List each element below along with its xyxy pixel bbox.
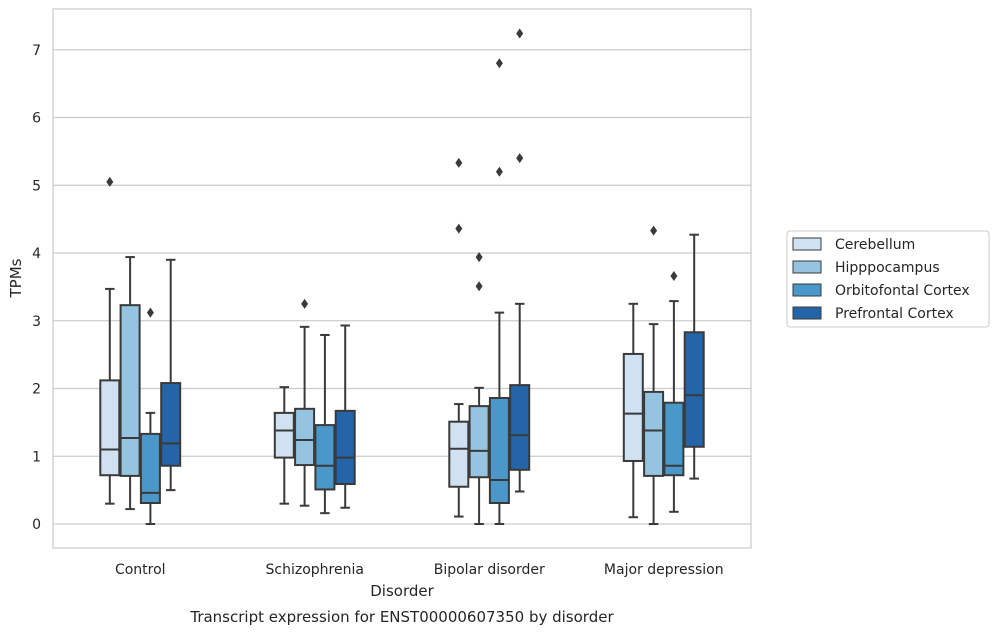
outlier-point	[455, 223, 463, 234]
box-orbitofontal-cortex	[663, 271, 685, 513]
outlier-point	[455, 157, 463, 168]
box-prefrontal-cortex	[509, 28, 531, 493]
x-tick-labels: Control Schizophrenia Bipolar disorder Majo…	[115, 562, 724, 578]
outlier-point	[475, 281, 483, 292]
box-cerebellum	[273, 386, 295, 505]
box-hipppocampus	[468, 252, 490, 525]
outlier-point	[650, 225, 658, 236]
box-prefrontal-cortex	[334, 324, 356, 509]
iqr-box	[119, 304, 141, 477]
y-tick-label: 2	[32, 382, 41, 398]
y-axis-label: TPMs	[7, 258, 25, 298]
box-orbitofontal-cortex	[488, 58, 510, 525]
box-prefrontal-cortex	[683, 233, 705, 480]
iqr-box	[139, 432, 161, 504]
box-series	[99, 28, 705, 525]
iqr-box	[509, 384, 531, 471]
y-tick-label: 5	[32, 178, 41, 194]
y-tick-label: 3	[32, 314, 41, 330]
box-hipppocampus	[643, 225, 665, 525]
iqr-box	[643, 390, 665, 477]
y-tick-label: 4	[32, 246, 41, 262]
outlier-point	[516, 28, 524, 39]
iqr-box	[683, 331, 705, 448]
legend-label: Hipppocampus	[835, 260, 940, 276]
legend-label: Cerebellum	[835, 237, 915, 253]
iqr-box	[663, 401, 685, 477]
box-cerebellum	[622, 302, 644, 519]
legend-swatch	[792, 260, 822, 274]
x-axis-label: Disorder	[370, 582, 434, 600]
iqr-box	[622, 352, 644, 462]
outlier-point	[106, 176, 114, 187]
box-cerebellum	[448, 157, 470, 518]
iqr-box	[488, 396, 510, 504]
y-tick-label: 1	[32, 449, 41, 465]
legend-swatch	[792, 306, 822, 320]
x-tick-label: Schizophrenia	[266, 562, 364, 578]
plot-frame	[52, 8, 752, 549]
y-tick-label: 6	[32, 111, 41, 127]
box-hipppocampus	[119, 256, 141, 511]
iqr-box	[99, 379, 121, 477]
outlier-point	[301, 298, 309, 309]
iqr-box	[468, 405, 490, 479]
iqr-box	[273, 411, 295, 459]
box-orbitofontal-cortex	[139, 307, 161, 525]
y-tick-labels: 0 1 2 3 4 5 6 7	[32, 43, 41, 533]
legend-label: Prefrontal Cortex	[835, 306, 954, 322]
iqr-box	[448, 420, 470, 488]
legend-label: Orbitofontal Cortex	[835, 283, 970, 299]
outlier-point	[495, 58, 503, 69]
legend-frame	[786, 230, 990, 328]
box-hipppocampus	[294, 298, 316, 507]
iqr-box	[314, 424, 336, 491]
x-tick-label: Control	[115, 562, 166, 578]
legend-swatch	[792, 283, 822, 297]
outlier-point	[495, 166, 503, 177]
iqr-box	[334, 409, 356, 486]
box-cerebellum	[99, 176, 121, 505]
legend-swatch	[792, 237, 822, 251]
y-tick-label: 7	[32, 43, 41, 59]
iqr-box	[294, 407, 316, 467]
chart-title: Transcript expression for ENST0000060735…	[189, 608, 614, 626]
outlier-point	[146, 307, 154, 318]
box-orbitofontal-cortex	[314, 333, 336, 515]
outlier-point	[516, 153, 524, 164]
y-tick-label: 0	[32, 517, 41, 533]
x-tick-label: Major depression	[604, 562, 724, 578]
outlier-point	[670, 271, 678, 282]
box-prefrontal-cortex	[160, 258, 182, 492]
legend: Cerebellum Hipppocampus Orbitofontal Corte…	[786, 230, 990, 328]
iqr-box	[160, 382, 182, 467]
outlier-point	[475, 252, 483, 263]
x-tick-label: Bipolar disorder	[434, 562, 545, 578]
